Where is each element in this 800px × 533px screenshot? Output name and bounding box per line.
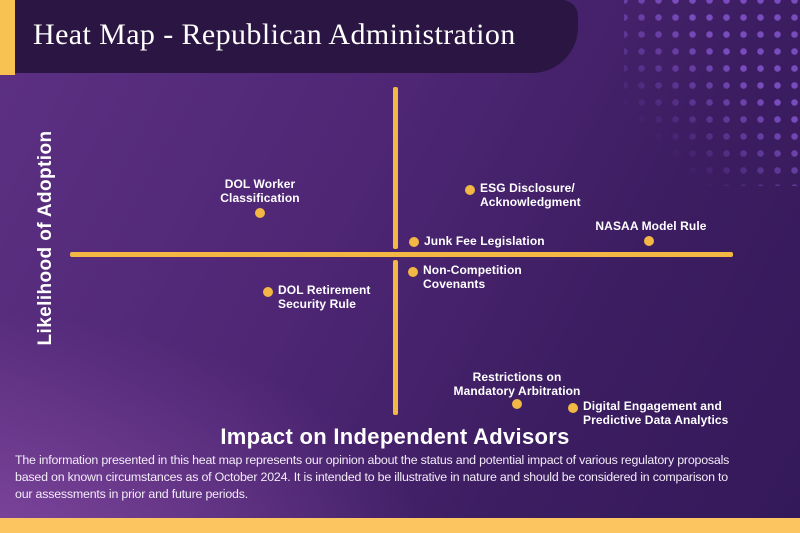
point-label-line: Predictive Data Analytics	[583, 412, 729, 427]
page-title: Heat Map - Republican Administration	[33, 17, 516, 51]
data-point-dot	[263, 287, 273, 297]
point-label-line: Classification	[220, 190, 300, 205]
disclaimer-text: The information presented in this heat m…	[15, 452, 795, 503]
point-label-line: DOL Retirement	[278, 283, 371, 297]
point-label: ESG Disclosure/Acknowledgment	[480, 181, 581, 210]
disclaimer-line: based on known circumstances as of Octob…	[15, 470, 728, 484]
point-label-line: DOL Worker	[224, 177, 296, 191]
y-axis-label: Likelihood of Adoption	[35, 130, 56, 346]
point-label-line: Junk Fee Legislation	[424, 234, 545, 248]
disclaimer-line: our assessments in prior and future peri…	[15, 487, 248, 501]
title-banner: Heat Map - Republican Administration	[15, 0, 578, 73]
point-label-line: Covenants	[423, 276, 486, 291]
x-axis-line	[70, 252, 733, 257]
point-label-line: ESG Disclosure/	[480, 181, 575, 195]
data-point-dot	[409, 237, 419, 247]
data-point-dot	[465, 185, 475, 195]
x-axis-label: Impact on Independent Advisors	[220, 424, 570, 449]
data-point-dot	[512, 399, 522, 409]
point-label: Digital Engagement and Predictive Data An…	[583, 399, 729, 428]
point-label-line: Security Rule	[278, 296, 356, 311]
dot-grid-decoration	[624, 0, 800, 186]
data-point-dot	[644, 236, 654, 246]
data-point-dot	[255, 208, 265, 218]
point-label: Restrictions on Mandatory Arbitration	[453, 370, 581, 399]
disclaimer-line: The information presented in this heat m…	[15, 453, 730, 467]
y-axis-line-upper	[393, 87, 398, 249]
point-label: Non-Competition Covenants	[423, 263, 522, 292]
point-label-line: Restrictions on	[472, 370, 562, 384]
point-label-line: Digital Engagement and	[583, 399, 722, 413]
point-label: Junk Fee Legislation	[424, 234, 545, 249]
point-label-line: Mandatory Arbitration	[453, 383, 581, 398]
point-label-line: NASAA Model Rule	[595, 219, 707, 233]
data-point-dot	[408, 267, 418, 277]
y-axis-line-lower	[393, 260, 398, 415]
point-label: NASAA Model Rule	[595, 219, 707, 234]
bottom-accent-bar	[0, 518, 800, 533]
data-point-dot	[568, 403, 578, 413]
point-label-line: Acknowledgment	[480, 194, 581, 209]
point-label: DOL Retirement Security Rule	[278, 283, 371, 312]
point-label: DOL Worker Classification	[220, 177, 300, 206]
title-accent-bar	[0, 0, 15, 75]
point-label-line: Non-Competition	[423, 263, 522, 277]
